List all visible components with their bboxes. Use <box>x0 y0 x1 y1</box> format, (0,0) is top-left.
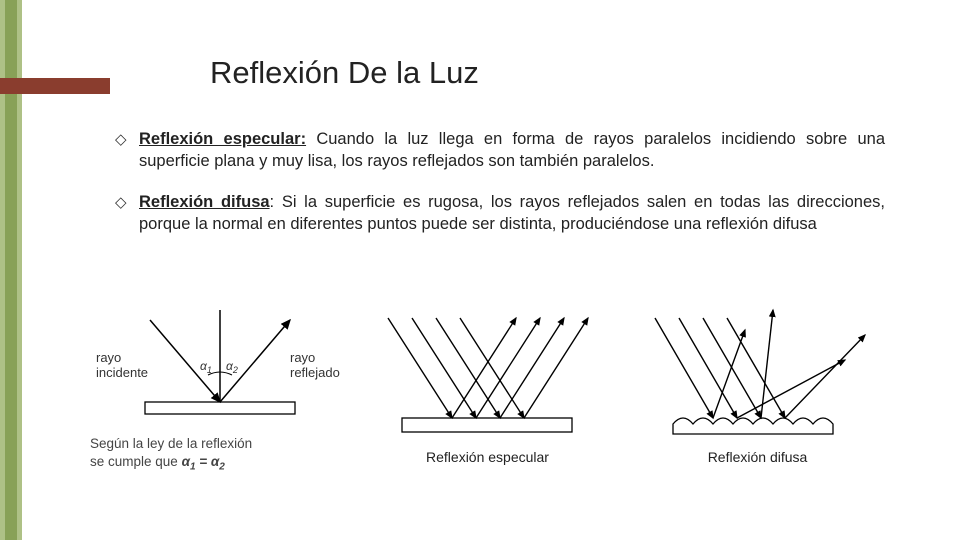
bullet-term: Reflexión difusa <box>139 193 270 211</box>
incident-label-l1: rayo <box>96 350 121 365</box>
page-title: Reflexión De la Luz <box>210 55 479 91</box>
specular-caption: Reflexión especular <box>360 449 615 465</box>
bullet-item: ◇ Reflexión especular: Cuando la luz lle… <box>115 128 885 173</box>
diffuse-caption: Reflexión difusa <box>635 449 880 465</box>
diamond-icon: ◇ <box>115 191 139 236</box>
svg-text:α1: α1 <box>200 359 212 375</box>
law-line2: se cumple que <box>90 454 182 469</box>
diffuse-svg <box>635 300 880 445</box>
single-ray-svg: rayo incidente rayo reflejado α1 α2 <box>90 300 340 435</box>
svg-text:α2: α2 <box>226 359 238 375</box>
law-line1: Según la ley de la reflexión <box>90 436 252 451</box>
accent-bar <box>0 78 110 94</box>
specular-svg <box>360 300 615 445</box>
diagram-diffuse: Reflexión difusa <box>635 300 880 500</box>
diagram-single-ray: rayo incidente rayo reflejado α1 α2 Segú… <box>90 300 340 500</box>
bullet-text: Reflexión difusa: Si la superficie es ru… <box>139 191 885 236</box>
bullet-list: ◇ Reflexión especular: Cuando la luz lle… <box>115 128 885 253</box>
diagram-row: rayo incidente rayo reflejado α1 α2 Segú… <box>90 300 880 500</box>
law-eq: α1 = α2 <box>182 454 225 469</box>
reflected-label-l1: rayo <box>290 350 315 365</box>
law-text: Según la ley de la reflexión se cumple q… <box>90 435 340 473</box>
bullet-term: Reflexión especular: <box>139 130 306 148</box>
incident-label-l2: incidente <box>96 365 148 380</box>
bullet-item: ◇ Reflexión difusa: Si la superficie es … <box>115 191 885 236</box>
bullet-text: Reflexión especular: Cuando la luz llega… <box>139 128 885 173</box>
reflected-label-l2: reflejado <box>290 365 340 380</box>
diamond-icon: ◇ <box>115 128 139 173</box>
diagram-specular: Reflexión especular <box>360 300 615 500</box>
